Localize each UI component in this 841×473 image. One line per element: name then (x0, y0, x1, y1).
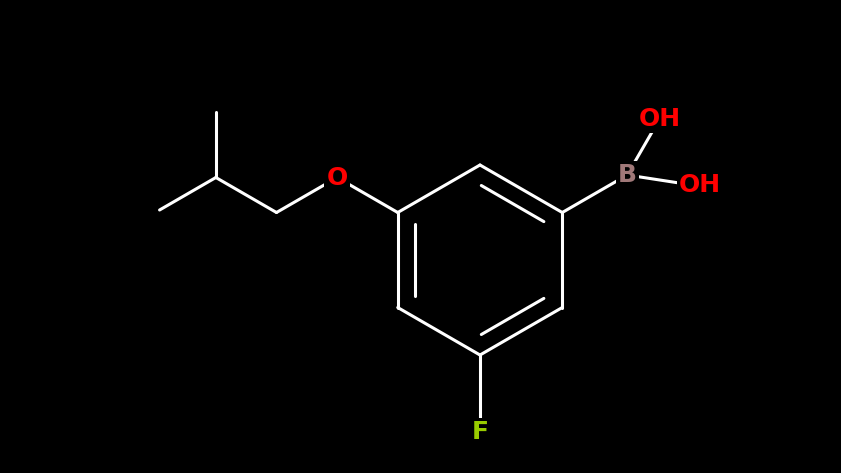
Text: O: O (326, 166, 347, 190)
Text: B: B (618, 163, 637, 187)
Text: OH: OH (638, 107, 680, 131)
Text: OH: OH (680, 173, 722, 197)
Text: F: F (472, 420, 489, 444)
